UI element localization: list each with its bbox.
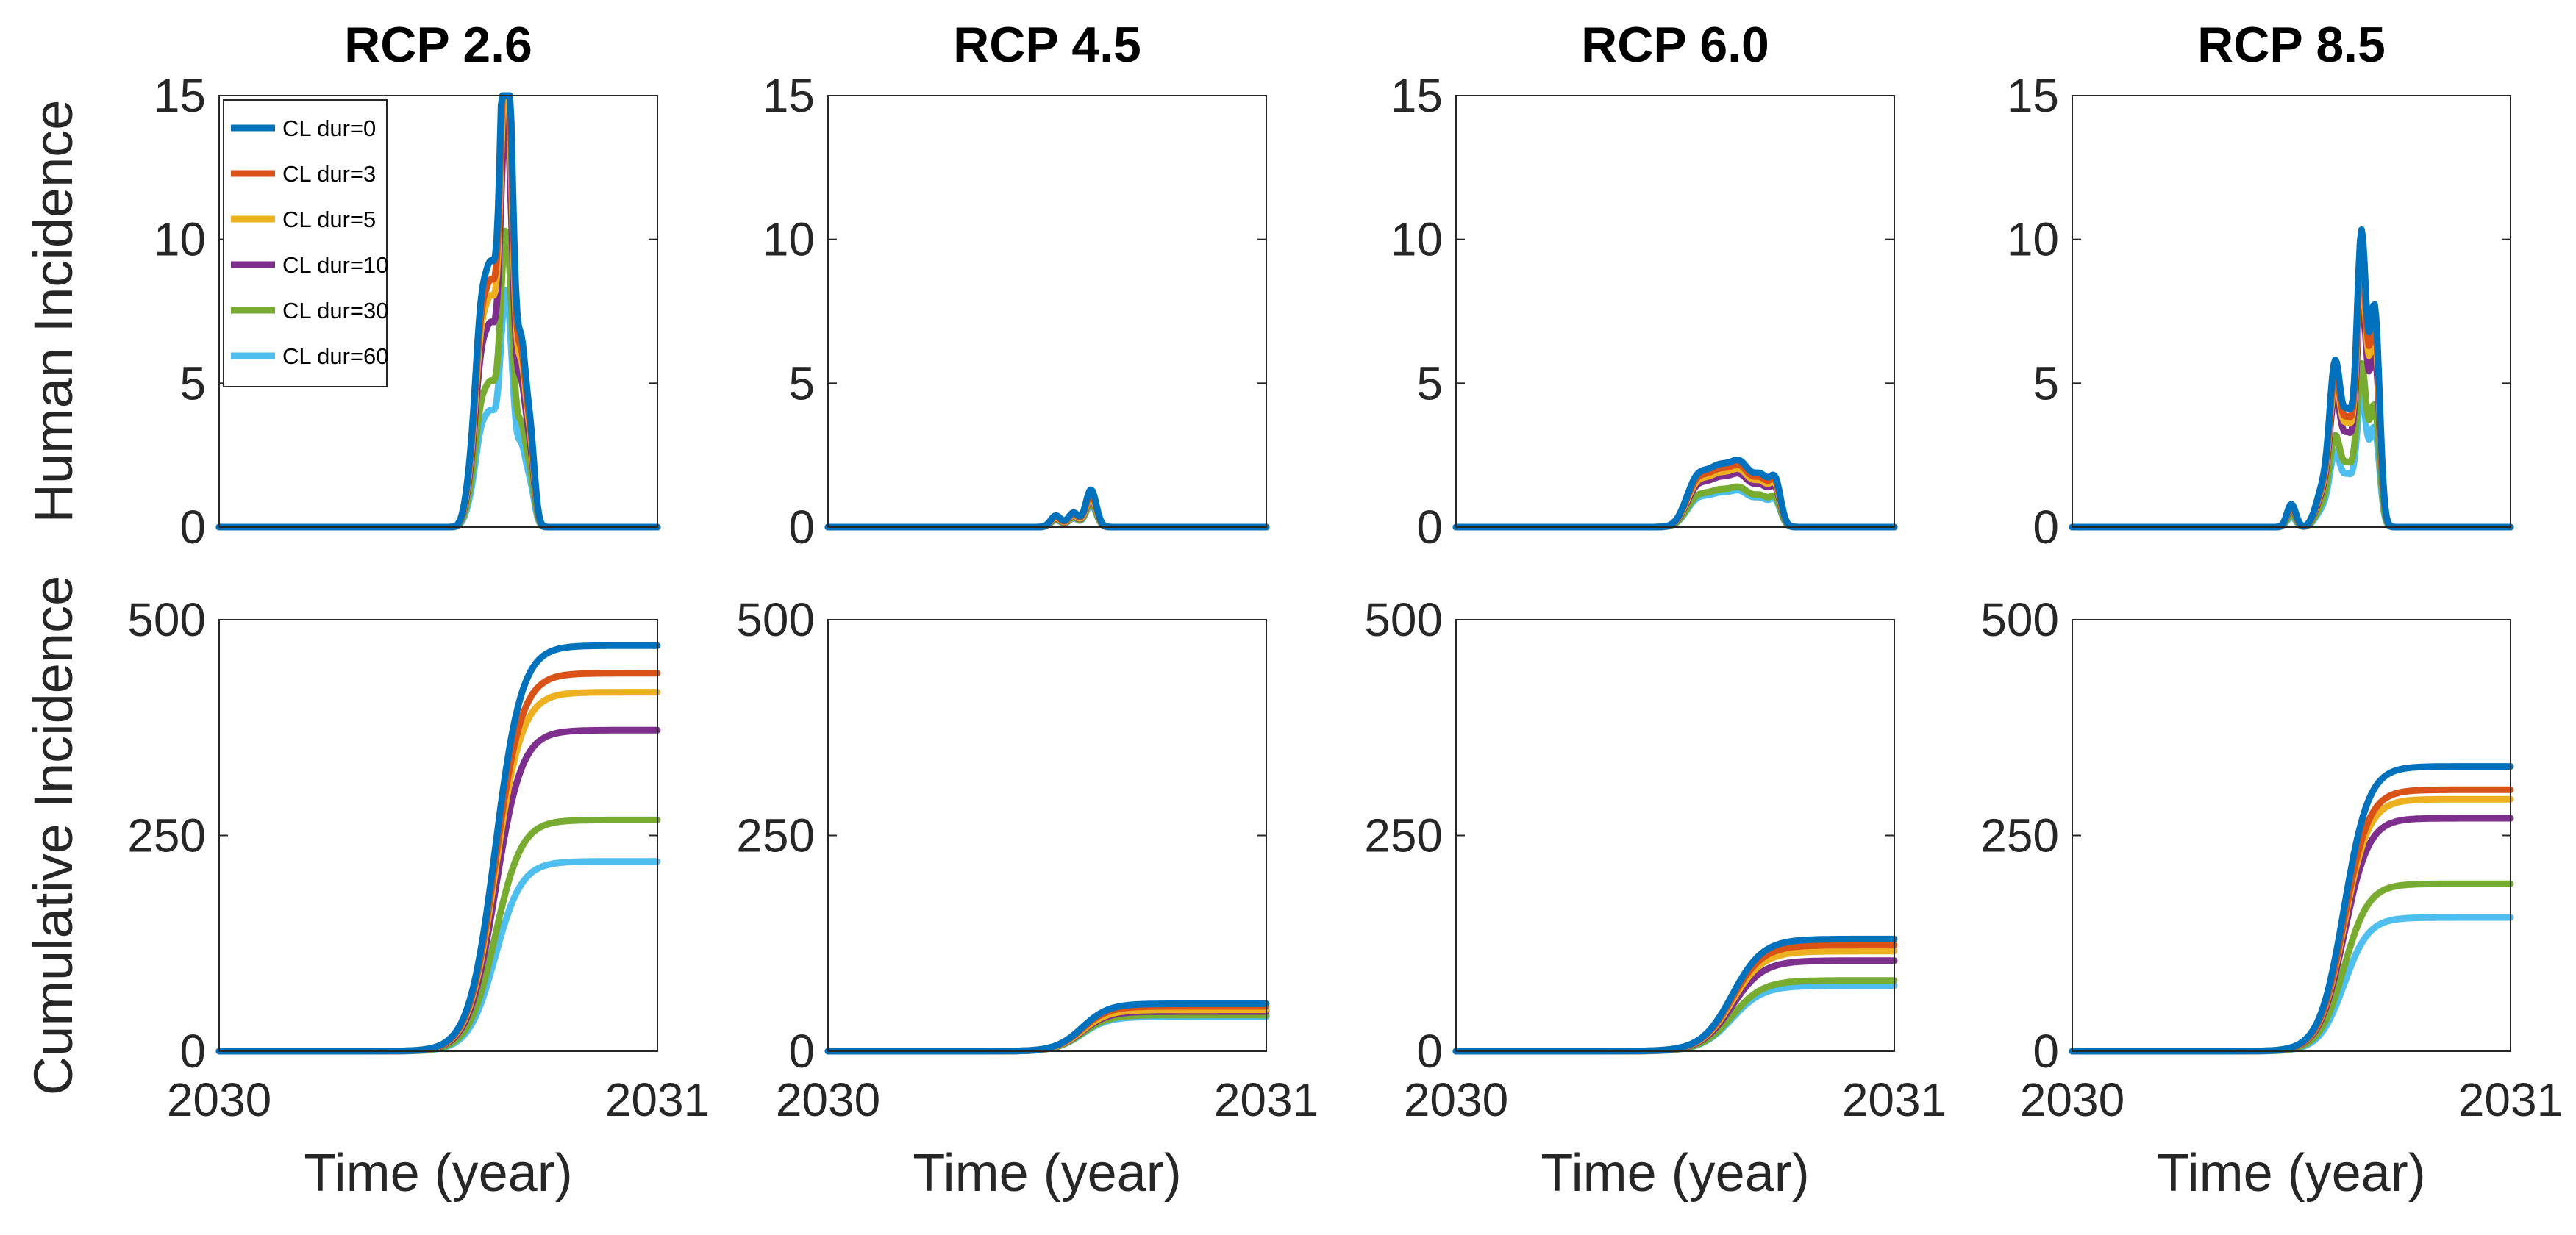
- series-line-cl-dur-0: [2069, 763, 2514, 1055]
- series-line-cl-dur-30: [215, 816, 661, 1055]
- legend-label: CL dur=10: [282, 252, 388, 278]
- x-axis-label: Time (year): [913, 1144, 1181, 1203]
- y-tick-label: 0: [1416, 1025, 1443, 1078]
- y-axis-label: Cumulative Incidence: [23, 576, 84, 1095]
- y-tick-label: 0: [2033, 1025, 2059, 1078]
- y-tick-label: 0: [788, 501, 815, 554]
- y-tick-label: 0: [179, 501, 206, 554]
- legend-box: [223, 99, 388, 387]
- y-tick-label: 5: [2033, 357, 2059, 409]
- y-tick-label: 5: [179, 357, 206, 409]
- y-tick-label: 0: [2033, 501, 2059, 554]
- panel-4-cumulative: 0 250 500 2030 2031 Time (year): [1980, 593, 2563, 1203]
- legend-label: CL dur=5: [282, 207, 376, 232]
- y-axis-label: Human Incidence: [23, 100, 84, 523]
- legend-label: CL dur=30: [282, 298, 388, 323]
- panel-2-incidence: 0 5 10 15 RCP 4.5: [763, 17, 1270, 554]
- panel-3-incidence: 0 5 10 15 RCP 6.0: [1391, 17, 1898, 554]
- series-line-cl-dur-10: [2069, 815, 2514, 1055]
- x-tick-label: 2031: [2458, 1073, 2563, 1126]
- series-line-cl-dur-0: [1452, 457, 1898, 531]
- y-tick-label: 15: [1391, 69, 1443, 122]
- y-tick-label: 250: [1364, 809, 1443, 862]
- y-tick-label: 15: [763, 69, 815, 122]
- y-tick-label: 500: [1364, 593, 1443, 646]
- series-line-cl-dur-10: [2069, 285, 2514, 531]
- series-line-cl-dur-10: [1452, 957, 1898, 1055]
- legend-label: CL dur=3: [282, 161, 376, 187]
- y-tick-label: 10: [2007, 213, 2059, 266]
- x-tick-label: 2030: [1404, 1073, 1508, 1126]
- y-tick-label: 500: [1980, 593, 2059, 646]
- y-tick-label: 15: [154, 69, 206, 122]
- series-line-cl-dur-0: [824, 486, 1270, 531]
- x-axis-label: Time (year): [2157, 1144, 2425, 1203]
- x-tick-label: 2031: [1214, 1073, 1319, 1126]
- series-line-cl-dur-30: [2069, 880, 2514, 1055]
- y-tick-label: 0: [179, 1025, 206, 1078]
- series-line-cl-dur-0: [2069, 226, 2514, 531]
- x-tick-label: 2031: [605, 1073, 710, 1126]
- panel-3-cumulative: 0 250 500 2030 2031 Time (year): [1364, 593, 1947, 1203]
- y-tick-label: 250: [1980, 809, 2059, 862]
- x-tick-label: 2030: [167, 1073, 271, 1126]
- legend-label: CL dur=60: [282, 343, 388, 369]
- series-line-cl-dur-5: [2069, 262, 2514, 531]
- series-line-cl-dur-10: [215, 726, 661, 1055]
- y-tick-label: 5: [1416, 357, 1443, 409]
- panel-1-cumulative: 0 250 500 2030 2031 Time (year) Cumulative Inc…: [23, 576, 710, 1203]
- series-line-cl-dur-5: [215, 689, 661, 1055]
- panel-2-cumulative: 0 250 500 2030 2031 Time (year): [736, 593, 1319, 1203]
- series-line-cl-dur-3: [2069, 247, 2514, 531]
- panel-1-incidence: 0 5 10 15 RCP 2.6 Human Incidence: [23, 17, 661, 554]
- x-tick-label: 2030: [776, 1073, 880, 1126]
- axes-frame: [218, 619, 658, 1052]
- axes-frame: [827, 619, 1267, 1052]
- y-tick-label: 15: [2007, 69, 2059, 122]
- y-tick-label: 10: [1391, 213, 1443, 266]
- series-line-cl-dur-60: [1452, 982, 1898, 1055]
- series-line-cl-dur-0: [1452, 935, 1898, 1055]
- y-tick-label: 10: [763, 213, 815, 266]
- y-tick-label: 250: [736, 809, 815, 862]
- panel-title: RCP 6.0: [1581, 17, 1769, 73]
- axes-frame: [2072, 95, 2511, 528]
- legend-label: CL dur=0: [282, 115, 376, 141]
- series-line-cl-dur-60: [215, 858, 661, 1055]
- x-axis-label: Time (year): [304, 1144, 572, 1203]
- axes-frame: [827, 95, 1267, 528]
- panel-4-incidence: 0 5 10 15 RCP 8.5: [2007, 17, 2514, 554]
- y-tick-label: 250: [127, 809, 206, 862]
- series-line-cl-dur-0: [215, 642, 661, 1055]
- series-line-cl-dur-60: [2069, 914, 2514, 1055]
- panel-title: RCP 8.5: [2197, 17, 2386, 73]
- axes-frame: [218, 95, 658, 528]
- axes-frame: [1455, 95, 1895, 528]
- x-tick-label: 2031: [1842, 1073, 1947, 1126]
- series-line-cl-dur-5: [1452, 948, 1898, 1055]
- y-tick-label: 0: [1416, 501, 1443, 554]
- series-line-cl-dur-5: [2069, 795, 2514, 1055]
- y-tick-label: 500: [736, 593, 815, 646]
- y-tick-label: 500: [127, 593, 206, 646]
- y-tick-label: 0: [788, 1025, 815, 1078]
- x-axis-label: Time (year): [1541, 1144, 1809, 1203]
- y-tick-label: 5: [788, 357, 815, 409]
- x-tick-label: 2030: [2020, 1073, 2124, 1126]
- legend: CL dur=0 CL dur=3 CL dur=5 CL dur=10 CL dur=…: [223, 99, 388, 387]
- panel-title: RCP 2.6: [344, 17, 532, 73]
- y-tick-label: 10: [154, 213, 206, 266]
- series-line-cl-dur-30: [1452, 977, 1898, 1055]
- panel-title: RCP 4.5: [953, 17, 1141, 73]
- axes-frame: [2072, 619, 2511, 1052]
